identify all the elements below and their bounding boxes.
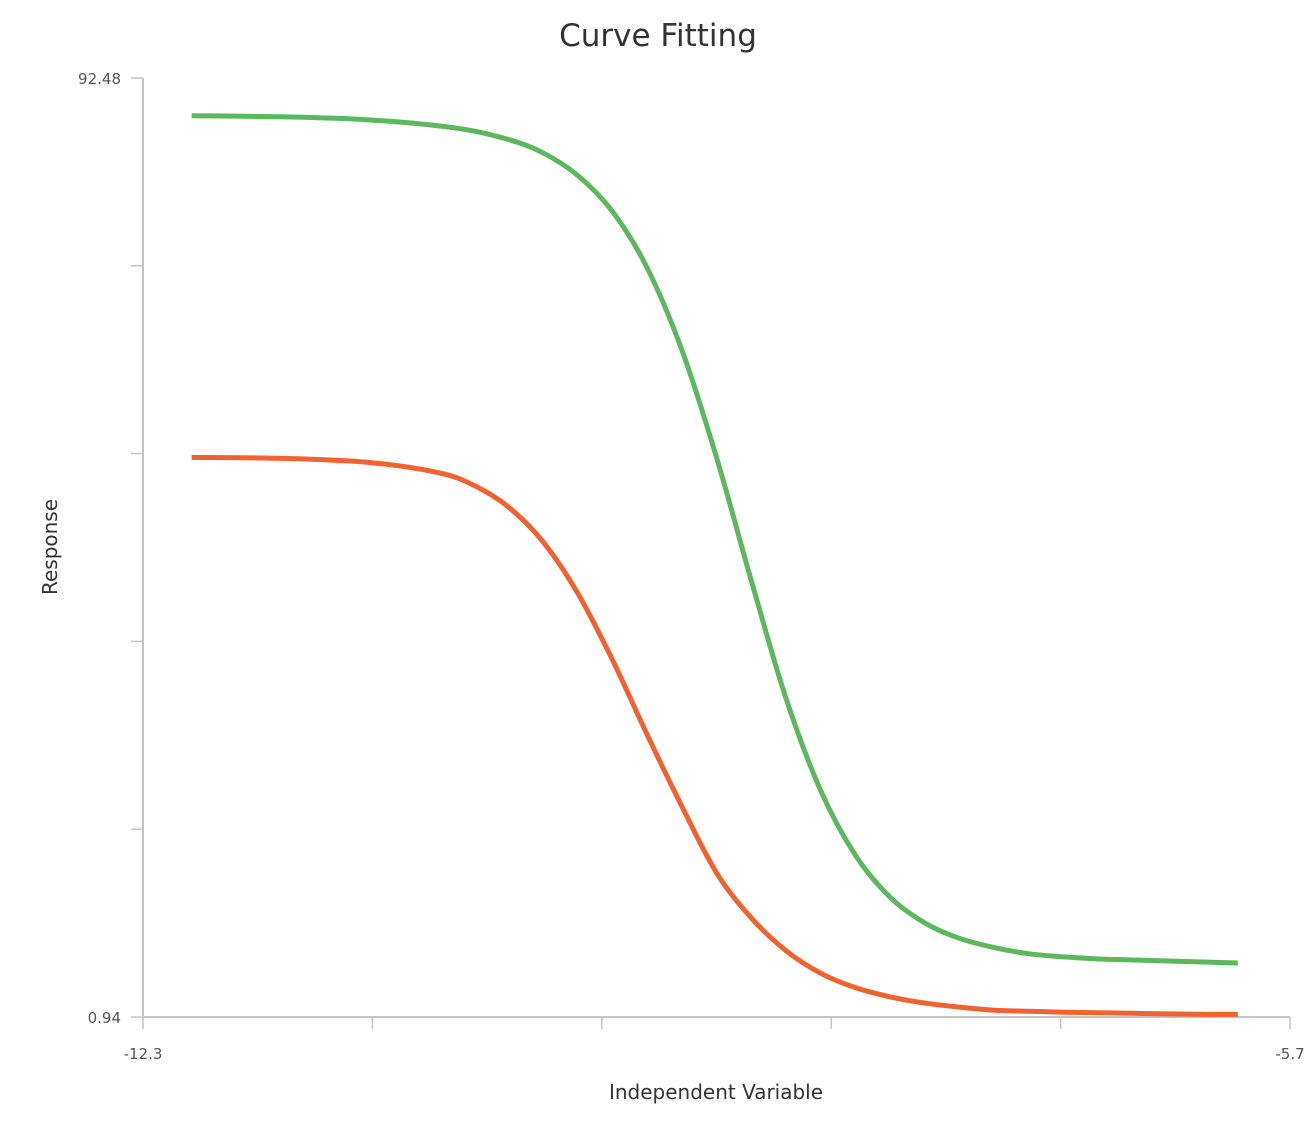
y-axis-ticks	[131, 77, 143, 1018]
series-line-1	[191, 113, 1238, 966]
x-axis-ticks	[142, 1017, 1291, 1029]
y-axis-label: Response	[38, 499, 62, 595]
y-tick-label-min: 0.94	[88, 1009, 121, 1027]
chart-title: Curve Fitting	[559, 18, 757, 54]
series-layer	[191, 113, 1238, 1017]
x-axis-label: Independent Variable	[609, 1080, 823, 1104]
x-tick-label-min: -12.3	[124, 1045, 163, 1063]
series-line-2	[191, 454, 1238, 1017]
x-tick-label-max: -5.7	[1275, 1045, 1304, 1063]
y-tick-label-max: 92.48	[78, 70, 121, 88]
